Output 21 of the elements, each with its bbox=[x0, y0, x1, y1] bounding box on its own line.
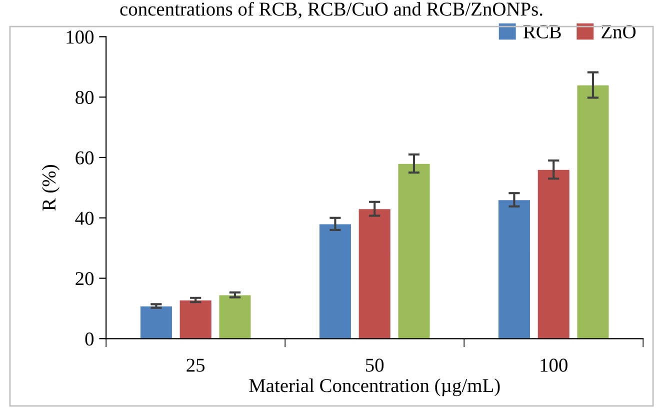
chart-title: concentrations of RCB, RCB/CuO and RCB/ZnONPs. bbox=[120, 2, 542, 19]
y-tick-label: 40 bbox=[75, 212, 94, 225]
bar bbox=[398, 163, 430, 339]
bar bbox=[218, 294, 252, 339]
bar bbox=[140, 306, 173, 339]
y-tick-label: 80 bbox=[76, 90, 94, 104]
x-tick-label: 25 bbox=[186, 358, 205, 372]
bar bbox=[318, 224, 352, 339]
bar bbox=[537, 169, 570, 339]
bar bbox=[576, 84, 610, 339]
bar bbox=[498, 199, 531, 339]
bar bbox=[358, 208, 392, 339]
bar bbox=[179, 300, 212, 339]
x-tick-label: 100 bbox=[540, 358, 568, 372]
y-tick-label: 60 bbox=[76, 151, 94, 164]
y-tick-label: 0 bbox=[85, 332, 94, 346]
y-axis-title: R (%) bbox=[42, 165, 60, 211]
y-tick-label: 20 bbox=[76, 272, 94, 286]
x-axis-title: Material Concentration (µg/mL) bbox=[249, 378, 500, 396]
y-tick-label: 100 bbox=[66, 30, 94, 44]
x-tick-label: 50 bbox=[366, 358, 384, 372]
